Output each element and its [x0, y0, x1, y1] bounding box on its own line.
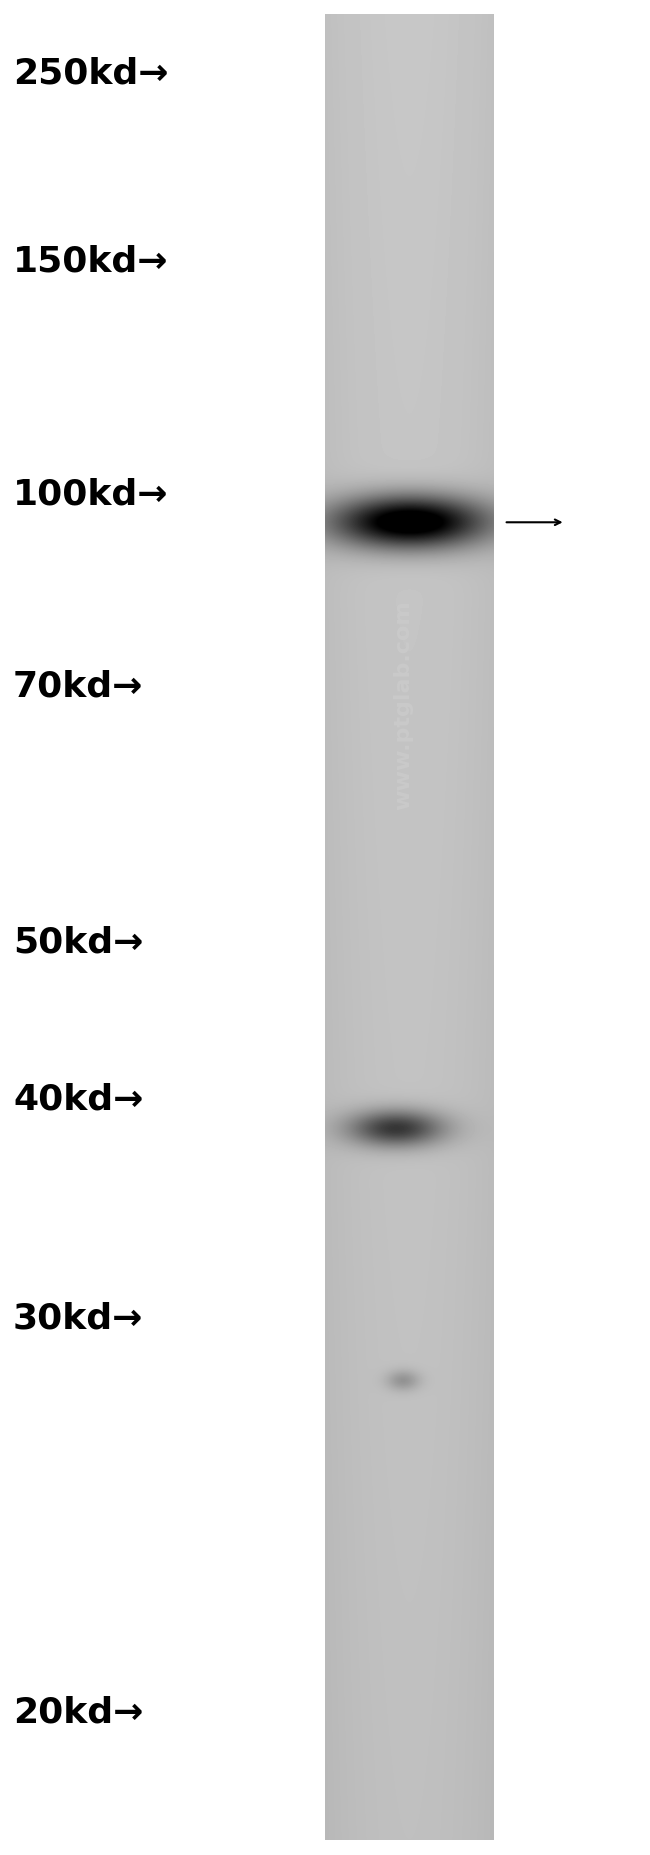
- Text: 30kd→: 30kd→: [13, 1300, 144, 1336]
- Text: 250kd→: 250kd→: [13, 56, 168, 91]
- Text: 20kd→: 20kd→: [13, 1695, 144, 1729]
- Text: www.ptglab.com: www.ptglab.com: [393, 599, 413, 811]
- Text: 70kd→: 70kd→: [13, 670, 144, 703]
- Text: 150kd→: 150kd→: [13, 245, 168, 278]
- Text: 100kd→: 100kd→: [13, 479, 168, 512]
- Text: 40kd→: 40kd→: [13, 1081, 144, 1117]
- Text: 50kd→: 50kd→: [13, 926, 144, 959]
